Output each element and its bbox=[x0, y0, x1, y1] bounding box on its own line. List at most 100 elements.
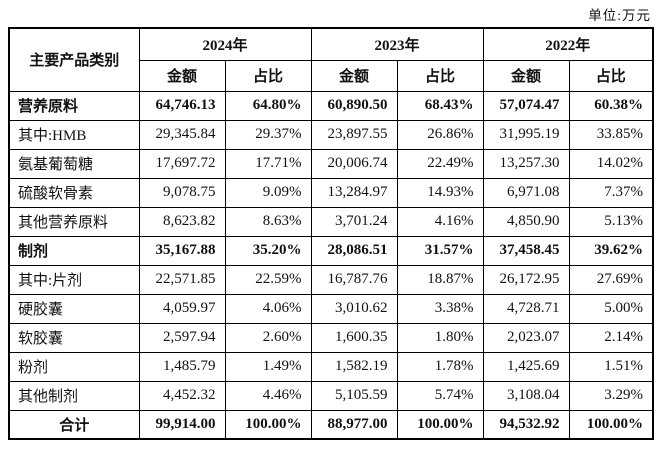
ratio-cell: 2.14% bbox=[568, 322, 654, 353]
category-cell: 氨基葡萄糖 bbox=[8, 148, 140, 179]
table-row-tablets: 其中:片剂 22,571.85 22.59% 16,787.76 18.87% … bbox=[8, 264, 654, 295]
amount-cell: 1,485.79 bbox=[138, 351, 226, 382]
category-cell: 软胶囊 bbox=[8, 322, 140, 353]
amount-cell: 1,425.69 bbox=[482, 351, 570, 382]
amount-cell: 1,582.19 bbox=[310, 351, 398, 382]
table-row-total: 合计 99,914.00 100.00% 88,977.00 100.00% 9… bbox=[8, 409, 654, 440]
ratio-cell: 39.62% bbox=[568, 235, 654, 266]
amount-cell: 94,532.92 bbox=[482, 409, 570, 440]
ratio-cell: 5.13% bbox=[568, 206, 654, 237]
ratio-cell: 1.80% bbox=[396, 322, 484, 353]
ratio-cell: 3.29% bbox=[568, 380, 654, 411]
ratio-cell: 1.51% bbox=[568, 351, 654, 382]
ratio-cell: 2.60% bbox=[224, 322, 312, 353]
amount-cell: 64,746.13 bbox=[138, 90, 226, 121]
ratio-cell: 22.59% bbox=[224, 264, 312, 295]
ratio-cell: 64.80% bbox=[224, 90, 312, 121]
amount-cell: 22,571.85 bbox=[138, 264, 226, 295]
category-cell: 营养原料 bbox=[8, 90, 140, 121]
amount-cell: 88,977.00 bbox=[310, 409, 398, 440]
category-cell: 硫酸软骨素 bbox=[8, 177, 140, 208]
table-row-preparations: 制剂 35,167.88 35.20% 28,086.51 31.57% 37,… bbox=[8, 235, 654, 266]
ratio-cell: 1.49% bbox=[224, 351, 312, 382]
header-year-row: 主要产品类别 2024年 2023年 2022年 bbox=[8, 27, 654, 92]
ratio-cell: 5.74% bbox=[396, 380, 484, 411]
ratio-cell: 7.37% bbox=[568, 177, 654, 208]
amount-cell: 8,623.82 bbox=[138, 206, 226, 237]
category-cell: 硬胶囊 bbox=[8, 293, 140, 324]
amount-cell: 3,010.62 bbox=[310, 293, 398, 324]
col-header-amount: 金额 bbox=[310, 59, 398, 92]
table-row-glucosamine: 氨基葡萄糖 17,697.72 17.71% 20,006.74 22.49% … bbox=[8, 148, 654, 179]
ratio-cell: 68.43% bbox=[396, 90, 484, 121]
amount-cell: 2,023.07 bbox=[482, 322, 570, 353]
amount-cell: 16,787.76 bbox=[310, 264, 398, 295]
amount-cell: 4,850.90 bbox=[482, 206, 570, 237]
col-header-ratio: 占比 bbox=[568, 59, 654, 92]
amount-cell: 4,059.97 bbox=[138, 293, 226, 324]
col-header-amount: 金额 bbox=[138, 59, 226, 92]
category-cell: 合计 bbox=[8, 409, 140, 440]
ratio-cell: 17.71% bbox=[224, 148, 312, 179]
amount-cell: 6,971.08 bbox=[482, 177, 570, 208]
ratio-cell: 5.00% bbox=[568, 293, 654, 324]
category-cell: 其中:片剂 bbox=[8, 264, 140, 295]
table-row-soft-capsules: 软胶囊 2,597.94 2.60% 1,600.35 1.80% 2,023.… bbox=[8, 322, 654, 353]
table-row-nutrition-materials: 营养原料 64,746.13 64.80% 60,890.50 68.43% 5… bbox=[8, 90, 654, 121]
amount-cell: 57,074.47 bbox=[482, 90, 570, 121]
ratio-cell: 100.00% bbox=[396, 409, 484, 440]
product-category-table: 主要产品类别 2024年 2023年 2022年 金额 占比 金额 占比 金额 … bbox=[8, 27, 655, 440]
row-header-cell: 主要产品类别 bbox=[8, 27, 140, 92]
amount-cell: 5,105.59 bbox=[310, 380, 398, 411]
amount-cell: 20,006.74 bbox=[310, 148, 398, 179]
ratio-cell: 3.38% bbox=[396, 293, 484, 324]
ratio-cell: 33.85% bbox=[568, 119, 654, 150]
ratio-cell: 4.06% bbox=[224, 293, 312, 324]
ratio-cell: 9.09% bbox=[224, 177, 312, 208]
col-header-ratio: 占比 bbox=[396, 59, 484, 92]
table-row-other-preparations: 其他制剂 4,452.32 4.46% 5,105.59 5.74% 3,108… bbox=[8, 380, 654, 411]
ratio-cell: 22.49% bbox=[396, 148, 484, 179]
ratio-cell: 4.46% bbox=[224, 380, 312, 411]
amount-cell: 13,284.97 bbox=[310, 177, 398, 208]
header-sub-row: 金额 占比 金额 占比 金额 占比 bbox=[9, 59, 654, 92]
amount-cell: 26,172.95 bbox=[482, 264, 570, 295]
ratio-cell: 8.63% bbox=[224, 206, 312, 237]
amount-cell: 99,914.00 bbox=[138, 409, 226, 440]
ratio-cell: 14.02% bbox=[568, 148, 654, 179]
amount-cell: 23,897.55 bbox=[310, 119, 398, 150]
ratio-cell: 18.87% bbox=[396, 264, 484, 295]
ratio-cell: 4.16% bbox=[396, 206, 484, 237]
amount-cell: 4,728.71 bbox=[482, 293, 570, 324]
amount-cell: 28,086.51 bbox=[310, 235, 398, 266]
year-header-2024: 2024年 bbox=[138, 27, 312, 61]
category-cell: 粉剂 bbox=[8, 351, 140, 382]
amount-cell: 1,600.35 bbox=[310, 322, 398, 353]
amount-cell: 2,597.94 bbox=[138, 322, 226, 353]
table-row-hard-capsules: 硬胶囊 4,059.97 4.06% 3,010.62 3.38% 4,728.… bbox=[8, 293, 654, 324]
ratio-cell: 100.00% bbox=[224, 409, 312, 440]
amount-cell: 35,167.88 bbox=[138, 235, 226, 266]
category-cell: 其中:HMB bbox=[8, 119, 140, 150]
ratio-cell: 60.38% bbox=[568, 90, 654, 121]
amount-cell: 17,697.72 bbox=[138, 148, 226, 179]
year-header-2023: 2023年 bbox=[310, 27, 484, 61]
amount-cell: 37,458.45 bbox=[482, 235, 570, 266]
ratio-cell: 100.00% bbox=[568, 409, 654, 440]
table-row-powder: 粉剂 1,485.79 1.49% 1,582.19 1.78% 1,425.6… bbox=[8, 351, 654, 382]
category-cell: 其他制剂 bbox=[8, 380, 140, 411]
ratio-cell: 26.86% bbox=[396, 119, 484, 150]
ratio-cell: 1.78% bbox=[396, 351, 484, 382]
unit-label: 单位:万元 bbox=[588, 8, 651, 23]
amount-cell: 31,995.19 bbox=[482, 119, 570, 150]
amount-cell: 29,345.84 bbox=[138, 119, 226, 150]
col-header-ratio: 占比 bbox=[224, 59, 312, 92]
amount-cell: 3,701.24 bbox=[310, 206, 398, 237]
amount-cell: 9,078.75 bbox=[138, 177, 226, 208]
ratio-cell: 27.69% bbox=[568, 264, 654, 295]
ratio-cell: 31.57% bbox=[396, 235, 484, 266]
amount-cell: 13,257.30 bbox=[482, 148, 570, 179]
category-cell: 其他营养原料 bbox=[8, 206, 140, 237]
ratio-cell: 35.20% bbox=[224, 235, 312, 266]
amount-cell: 4,452.32 bbox=[138, 380, 226, 411]
